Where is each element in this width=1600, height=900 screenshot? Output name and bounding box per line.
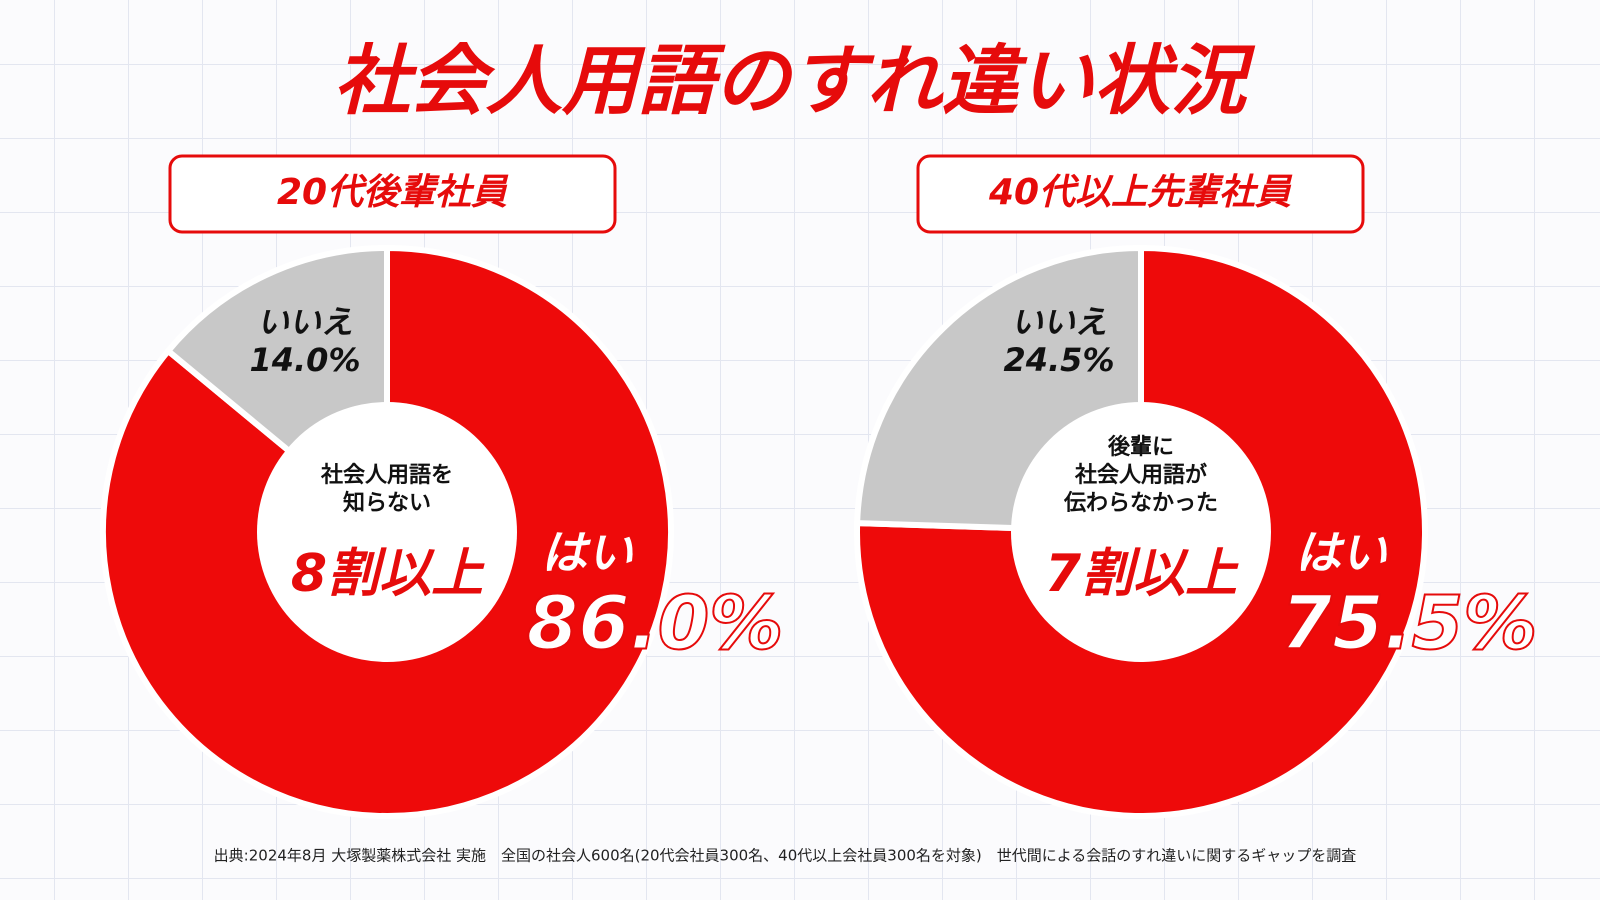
slice-label: いいえ <box>257 303 353 341</box>
subtitle-box <box>168 154 617 234</box>
donut-hole <box>1011 402 1271 662</box>
value-label: 75.5% <box>1281 581 1538 667</box>
center-text: 伝わらなかった <box>1063 491 1218 516</box>
center-text: 知らない <box>343 490 431 516</box>
chart-title: 20代後輩社員 <box>277 172 509 213</box>
value-label: 14.0% <box>249 341 360 379</box>
slice-label: はい <box>1295 526 1387 580</box>
center-text: 社会人用語を <box>320 463 453 488</box>
slice-label: いいえ <box>1011 303 1107 341</box>
donut-hole <box>257 402 517 662</box>
source-note: 出典:2024年8月 大塚製薬株式会社 実施 全国の社会人600名(20代会社員… <box>214 847 1357 865</box>
page-title: 社会人用語のすれ違い状況 <box>334 36 1256 125</box>
center-text: 後輩に <box>1107 434 1174 460</box>
value-label: 24.5% <box>1003 341 1114 379</box>
slice-label: はい <box>541 526 633 580</box>
center-highlight: 7割以上 <box>1045 544 1239 604</box>
value-label: 86.0% <box>527 581 784 667</box>
chart-title: 40代以上先輩社員 <box>988 172 1293 213</box>
subtitle-box <box>916 154 1365 234</box>
center-highlight: 8割以上 <box>291 544 485 604</box>
center-text: 社会人用語が <box>1074 462 1207 488</box>
